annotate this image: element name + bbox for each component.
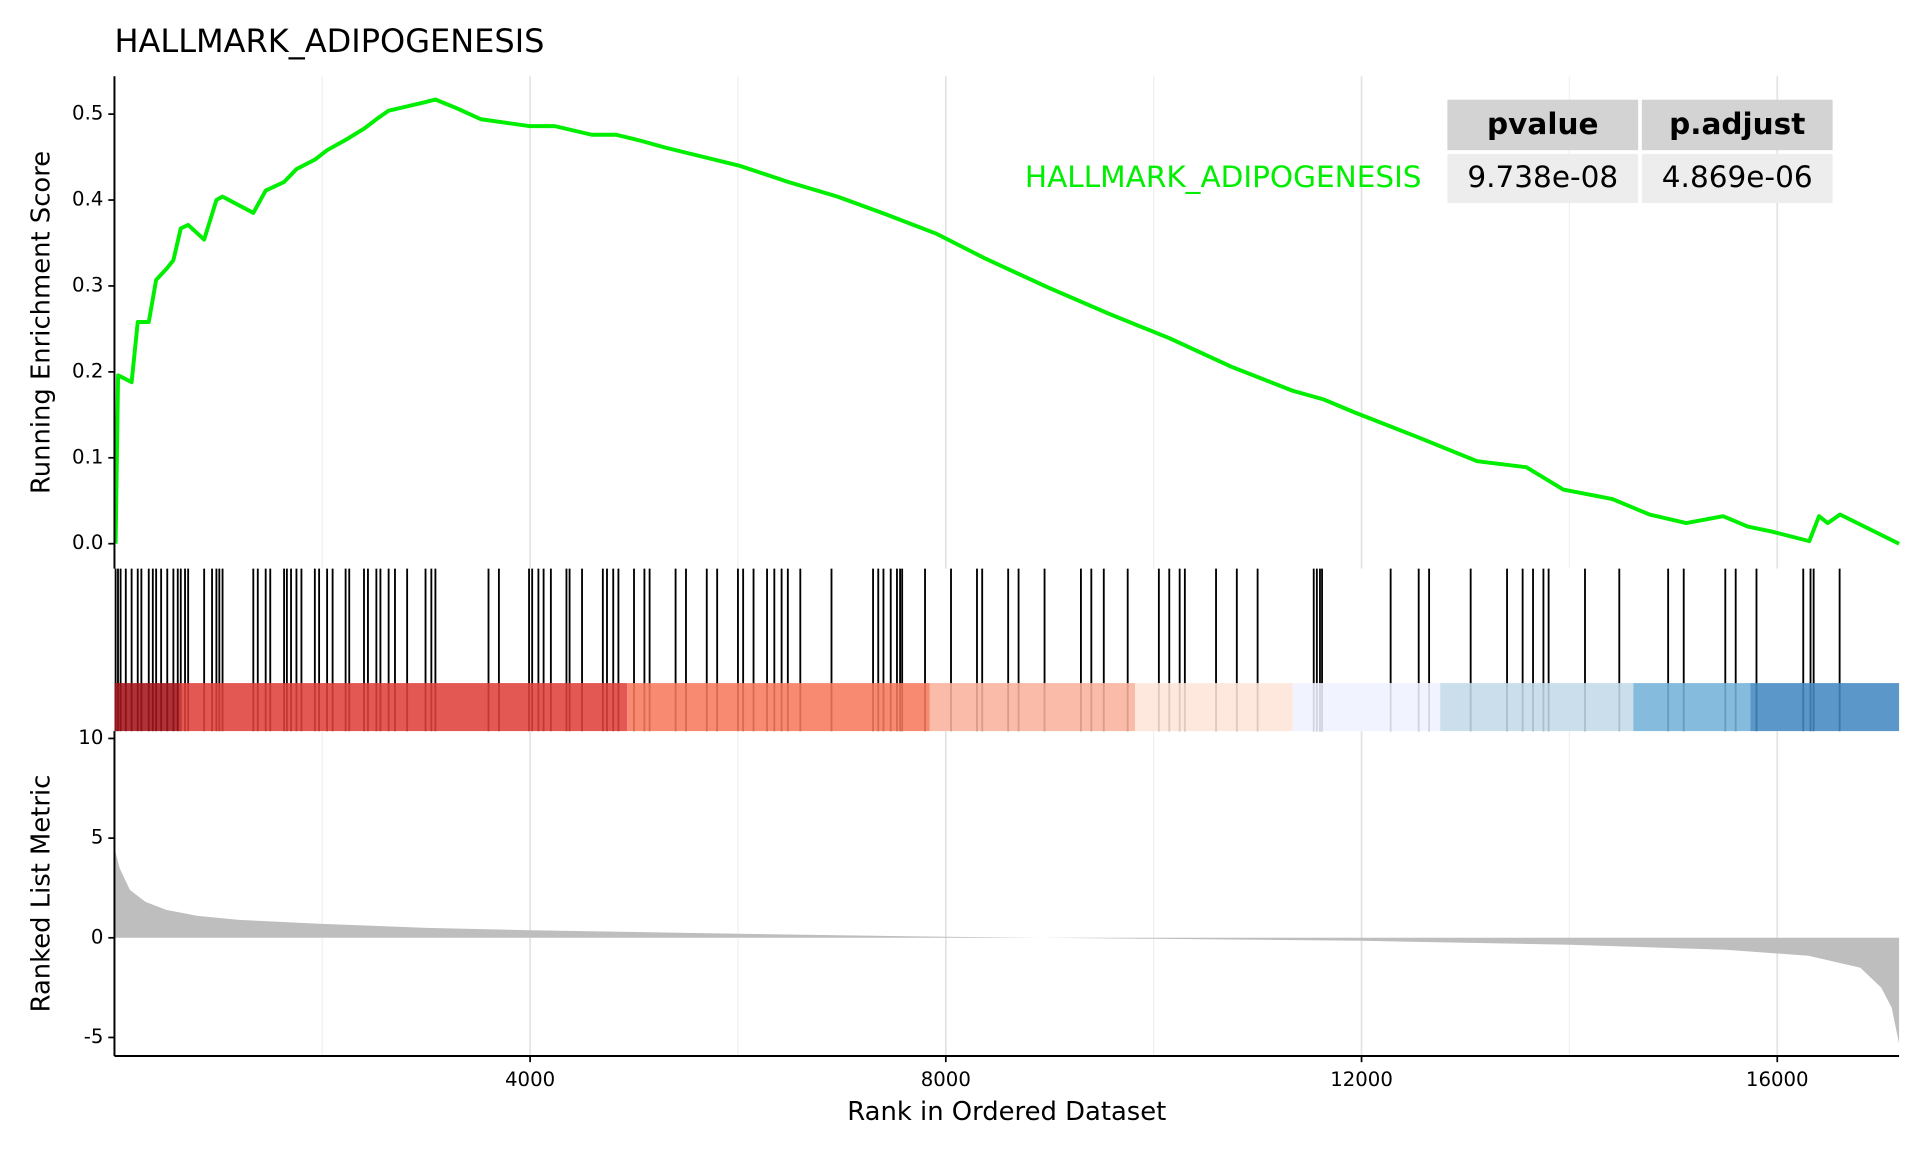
x-tick-label: 8000 (921, 1068, 971, 1091)
table-header-cell (1447, 99, 1639, 151)
rank-band (1440, 683, 1634, 732)
chart-title: HALLMARK_ADIPOGENESIS (114, 22, 544, 60)
table-header: p.adjust (1669, 107, 1805, 141)
y-tick-label: 0.2 (72, 359, 103, 382)
y-axis-title: Ranked List Metric (26, 775, 56, 1013)
rank-band (627, 683, 930, 732)
metric-area (114, 848, 1900, 1044)
rank-band (1750, 683, 1900, 732)
y-tick-label: 0.1 (72, 445, 103, 468)
x-axis-title: Rank in Ordered Dataset (847, 1097, 1166, 1127)
y-tick-label: 5 (91, 826, 104, 849)
y-tick-label: 10 (78, 726, 103, 749)
table-cell: 4.869e-06 (1662, 160, 1813, 194)
y-tick-label: 0.4 (72, 188, 103, 211)
series-label: HALLMARK_ADIPOGENESIS (1025, 160, 1422, 194)
rank-band (1135, 683, 1293, 732)
y-tick-label: 0.3 (72, 273, 103, 296)
rank-band (929, 683, 1136, 732)
table-cell-bg (1447, 153, 1639, 204)
rank-band (179, 683, 628, 732)
rank-band (114, 683, 180, 732)
y-axis-title: Running Enrichment Score (26, 151, 56, 494)
es-line (113, 97, 1900, 546)
rank-band (1633, 683, 1751, 732)
y-tick-label: 0 (91, 925, 104, 948)
table-header: pvalue (1487, 107, 1598, 141)
x-tick-label: 16000 (1746, 1068, 1809, 1091)
table-cell-bg (1641, 153, 1833, 204)
y-tick-label: 0.0 (72, 531, 103, 554)
y-tick-label: 0.5 (72, 102, 103, 125)
rank-band (1292, 683, 1441, 732)
y-tick-label: -5 (84, 1025, 104, 1048)
table-header-cell (1641, 99, 1833, 151)
x-tick-label: 4000 (505, 1068, 555, 1091)
table-cell: 9.738e-08 (1467, 160, 1618, 194)
x-tick-label: 12000 (1330, 1068, 1393, 1091)
